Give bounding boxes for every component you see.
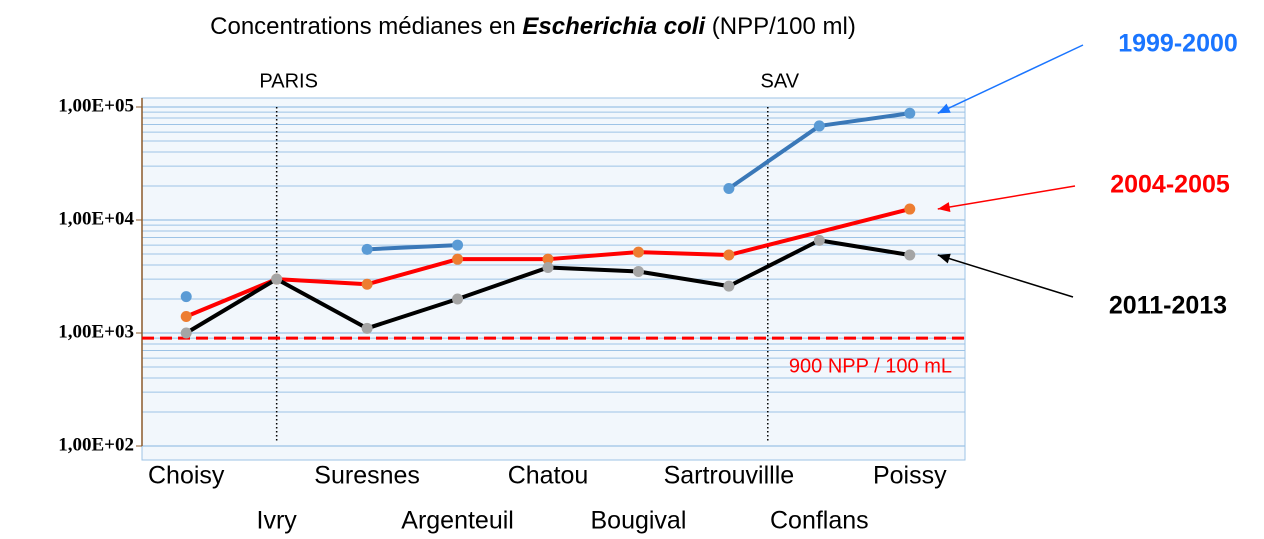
- legend-arrowhead: [937, 202, 951, 212]
- title-species: Escherichia coli: [522, 13, 706, 40]
- x-tick-label: Poissy: [873, 462, 947, 490]
- x-tick-label: Bougival: [590, 507, 686, 535]
- data-point: [180, 310, 192, 322]
- x-tick-label: Argenteuil: [401, 507, 514, 535]
- x-tick-label: Sartrouvillle: [664, 462, 795, 490]
- data-point: [271, 273, 283, 285]
- legend-arrowhead: [937, 103, 951, 114]
- data-point: [813, 120, 825, 132]
- data-point: [452, 293, 464, 305]
- data-point: [632, 266, 644, 278]
- y-tick-label: 1,00E+04: [58, 208, 134, 229]
- data-point: [361, 243, 373, 255]
- data-point: [542, 261, 554, 273]
- legend-label: 2004-2005: [1110, 171, 1230, 199]
- legend-label: 2011-2013: [1109, 292, 1227, 320]
- y-tick-label: 1,00E+02: [58, 434, 134, 455]
- y-tick-label: 1,00E+05: [58, 95, 134, 116]
- series-line: [185, 207, 911, 319]
- legend-label: 1999-2000: [1118, 30, 1238, 58]
- legend-arrow: [937, 254, 1074, 298]
- title-text: Concentrations médianes en: [210, 13, 516, 40]
- x-tick-label: Choisy: [148, 462, 225, 490]
- data-point: [452, 253, 464, 265]
- y-tick-label: 1,00E+03: [58, 321, 134, 342]
- chart-title: Concentrations médianes en Escherichia c…: [210, 13, 856, 40]
- x-tick-label: Suresnes: [314, 462, 420, 490]
- data-point: [361, 322, 373, 334]
- data-point: [723, 183, 735, 195]
- data-point: [813, 234, 825, 246]
- series-line: [367, 243, 458, 252]
- data-point: [723, 280, 735, 292]
- title-unit: (NPP/100 ml): [712, 13, 856, 40]
- x-tick-label: Chatou: [508, 462, 589, 490]
- data-point: [452, 239, 464, 251]
- data-point: [361, 278, 373, 290]
- data-point: [904, 249, 916, 261]
- data-point: [180, 327, 192, 339]
- data-point: [180, 291, 192, 303]
- x-tick-label: Ivry: [257, 507, 298, 535]
- legend-arrowhead: [937, 253, 951, 264]
- data-point: [542, 253, 554, 265]
- legend-arrow: [937, 185, 1076, 210]
- data-point: [904, 107, 916, 119]
- data-point: [723, 249, 735, 261]
- legend-arrow: [937, 44, 1084, 114]
- threshold-label: 900 NPP / 100 mL: [789, 355, 952, 377]
- data-point: [904, 203, 916, 215]
- x-tick-label: Conflans: [770, 507, 869, 535]
- region-label: SAV: [761, 70, 800, 92]
- data-point: [632, 246, 644, 258]
- region-label: PARIS: [259, 70, 318, 92]
